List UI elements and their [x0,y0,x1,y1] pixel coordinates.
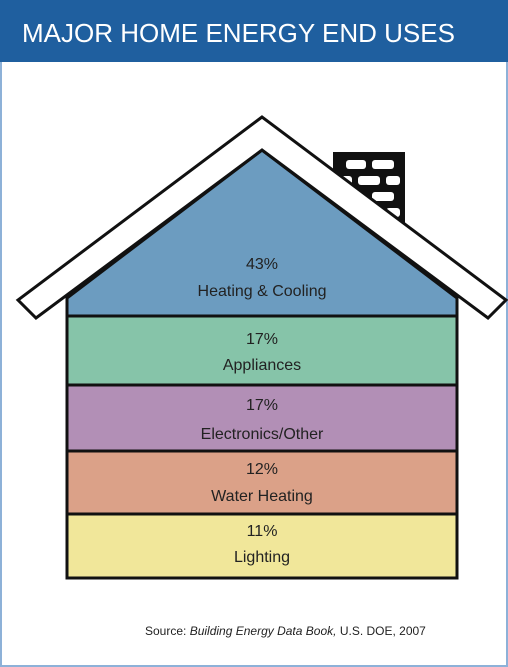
source-prefix: Source: [145,624,186,638]
category-label: Heating & Cooling [198,283,327,300]
roof [15,115,508,320]
band [65,383,459,453]
category-label: Appliances [223,357,301,374]
value-label: 12% [246,461,278,478]
value-label: 17% [246,331,278,348]
category-label: Electronics/Other [201,426,324,443]
header [0,0,508,62]
band [65,314,459,387]
category-label: Water Heating [211,488,313,505]
source-suffix: U.S. DOE, 2007 [340,624,426,638]
source-title: Building Energy Data Book, [190,624,337,638]
source: Source: Building Energy Data Book, U.S. … [145,624,426,638]
chart-title: MAJOR HOME ENERGY END USES [22,18,455,48]
value-label: 17% [246,397,278,414]
band [65,449,459,516]
value-label: 11% [247,523,278,540]
value-label: 43% [246,256,278,273]
band [65,512,459,580]
category-label: Lighting [234,549,290,566]
